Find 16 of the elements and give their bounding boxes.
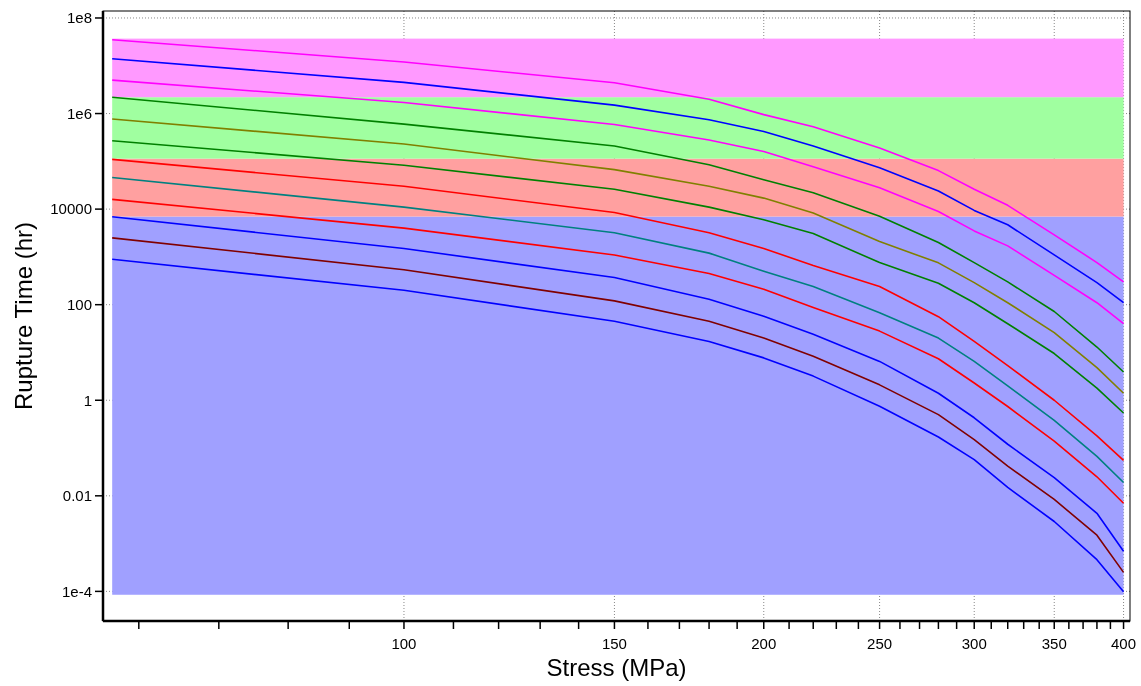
x-tick-label: 400 [1111,635,1137,652]
y-tick-label: 1e-4 [61,582,92,600]
x-tick-label: 250 [867,635,893,652]
x-tick-label: 100 [391,635,417,652]
y-tick-label: 0.01 [62,487,92,505]
x-tick-label: 300 [961,635,987,652]
x-tick-label: 150 [601,635,627,652]
x-axis-title: Stress (MPa) [546,654,687,681]
y-tick-label: 1e8 [66,9,92,27]
y-tick-label: 1e6 [66,104,92,122]
x-tick-label: 200 [751,635,777,652]
y-tick-label: 10000 [50,200,92,218]
y-tick-label: 1 [83,391,92,409]
y-tick-label: 100 [66,295,92,313]
y-axis-title: Rupture Time (hr) [10,221,37,411]
x-tick-label: 350 [1041,635,1067,652]
